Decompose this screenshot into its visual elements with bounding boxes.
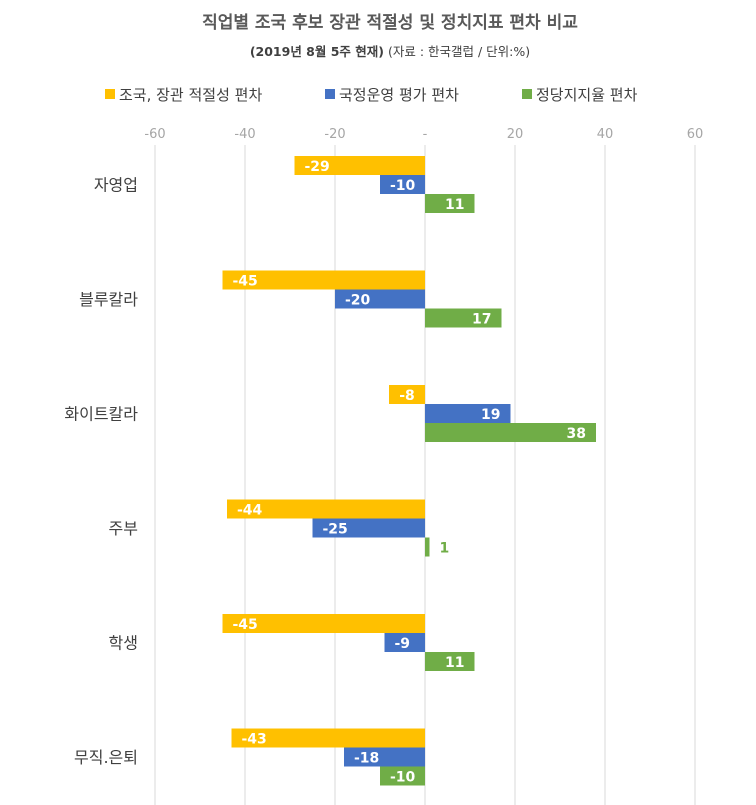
- category-label: 화이트칼라: [64, 405, 138, 424]
- legend-label: 국정운영 평가 편차: [339, 86, 459, 104]
- bar: [222, 270, 425, 290]
- bar: [384, 633, 425, 652]
- chart-subtitle: (2019년 8월 5주 현재) (자료 : 한국갤럽 / 단위:%): [250, 44, 530, 59]
- bar: [380, 766, 425, 786]
- category-label: 자영업: [94, 176, 138, 195]
- bar: [425, 423, 596, 442]
- legend-label: 조국, 장관 적절성 편차: [119, 86, 262, 104]
- data-label: -45: [233, 274, 258, 290]
- bar: [231, 728, 425, 748]
- x-tick-label: 40: [597, 127, 614, 142]
- legend-swatch: [522, 89, 532, 99]
- chart-subtitle-date: (2019년 8월 5주 현재): [250, 44, 384, 59]
- data-label: 11: [445, 197, 464, 213]
- data-label: -44: [237, 503, 263, 519]
- x-tick-label: 20: [507, 127, 524, 142]
- bar: [425, 537, 430, 557]
- data-label: -10: [390, 178, 416, 194]
- bar: [425, 404, 511, 423]
- bar: [227, 499, 425, 519]
- bar: [425, 194, 475, 213]
- data-label: 1: [440, 541, 450, 557]
- x-tick-label: 60: [687, 127, 704, 142]
- data-label: -25: [323, 522, 348, 538]
- x-tick-label: -60: [144, 127, 165, 142]
- category-label: 학생: [109, 634, 138, 653]
- bar: [222, 614, 425, 633]
- category-label: 주부: [109, 519, 138, 538]
- legend: 조국, 장관 적절성 편차 국정운영 평가 편차 정당지지율 편차: [105, 86, 638, 104]
- x-tick-label: -20: [324, 127, 345, 142]
- data-label: -29: [305, 159, 330, 175]
- bar: [312, 518, 425, 538]
- bar: [294, 156, 425, 175]
- chart-subtitle-source: (자료 : 한국갤럽 / 단위:%): [388, 44, 530, 59]
- category-label: 블루칼라: [79, 290, 138, 309]
- data-label: -9: [395, 636, 411, 652]
- bar: [425, 652, 475, 671]
- chart-title: 직업별 조국 후보 장관 적절성 및 정치지표 편차 비교: [202, 12, 578, 33]
- data-label: 19: [481, 407, 500, 423]
- legend-swatch: [105, 89, 115, 99]
- gridlines: [154, 145, 696, 805]
- bars: -29 -10 11 -45 -20 17 -8 19 38 -44 -25 1 -45 -9 11 -43 -…: [222, 156, 596, 786]
- data-label: -8: [399, 388, 415, 404]
- x-tick-label: -: [423, 127, 428, 142]
- bar: [425, 308, 502, 328]
- data-label: -18: [354, 751, 379, 767]
- legend-label: 정당지지율 편차: [536, 86, 638, 104]
- legend-swatch: [325, 89, 335, 99]
- category-label: 무직.은퇴: [74, 748, 138, 767]
- data-label: 38: [567, 426, 586, 442]
- data-label: 11: [445, 655, 464, 671]
- data-label: -20: [345, 293, 371, 309]
- data-label: -43: [242, 732, 267, 748]
- x-axis-ticks: -60 -40 -20-20 40 60: [144, 127, 703, 142]
- bar: [389, 385, 425, 404]
- bar: [380, 175, 425, 194]
- data-label: 17: [472, 312, 491, 328]
- data-label: -10: [390, 770, 416, 786]
- x-tick-label: -40: [234, 127, 255, 142]
- bar: [344, 747, 425, 767]
- bar: [335, 289, 425, 309]
- data-label: -45: [233, 617, 258, 633]
